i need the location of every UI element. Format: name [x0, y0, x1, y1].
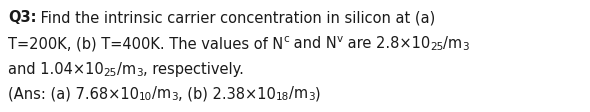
- Text: and N: and N: [289, 36, 337, 51]
- Text: Q3:: Q3:: [8, 10, 37, 25]
- Text: (Ans: (a) 7.68×10: (Ans: (a) 7.68×10: [8, 86, 139, 101]
- Text: 10: 10: [139, 92, 152, 101]
- Text: 3: 3: [171, 92, 178, 101]
- Text: /m: /m: [443, 36, 463, 51]
- Text: /m: /m: [289, 86, 308, 101]
- Text: 18: 18: [276, 92, 289, 101]
- Text: are 2.8×10: are 2.8×10: [343, 36, 430, 51]
- Text: T=200K, (b) T=400K. The values of N: T=200K, (b) T=400K. The values of N: [8, 36, 283, 51]
- Text: , (b) 2.38×10: , (b) 2.38×10: [178, 86, 276, 101]
- Text: Find the intrinsic carrier concentration in silicon at (a): Find the intrinsic carrier concentration…: [37, 10, 436, 25]
- Text: /m: /m: [152, 86, 171, 101]
- Text: 3: 3: [463, 42, 469, 52]
- Text: , respectively.: , respectively.: [143, 62, 244, 77]
- Text: v: v: [337, 33, 343, 43]
- Text: 3: 3: [136, 68, 143, 78]
- Text: and 1.04×10: and 1.04×10: [8, 62, 104, 77]
- Text: 25: 25: [430, 42, 443, 52]
- Text: 25: 25: [104, 68, 117, 78]
- Text: 3: 3: [308, 92, 314, 101]
- Text: ): ): [314, 86, 320, 101]
- Text: /m: /m: [117, 62, 136, 77]
- Text: c: c: [283, 33, 289, 43]
